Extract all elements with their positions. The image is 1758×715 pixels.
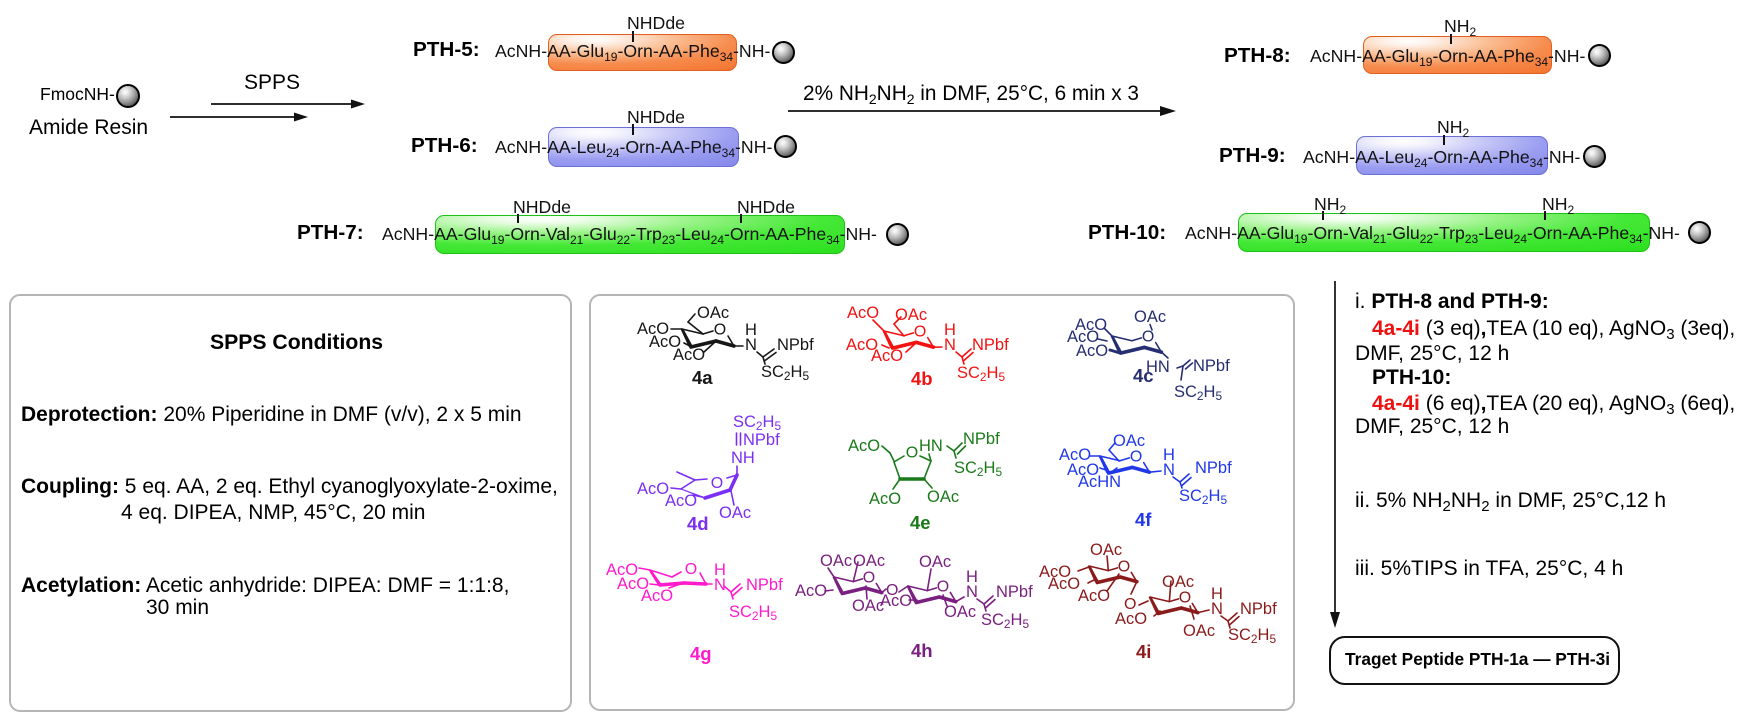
svg-text:OAc: OAc	[1113, 432, 1145, 450]
svg-text:SC2H5: SC2H5	[761, 363, 809, 383]
svg-text:AcO: AcO	[871, 347, 903, 365]
svg-text:O: O	[714, 322, 726, 339]
svg-text:NPbf: NPbf	[972, 336, 1009, 354]
svg-text:SC2H5: SC2H5	[954, 459, 1002, 479]
svg-text:H: H	[944, 321, 956, 339]
svg-text:OAc: OAc	[852, 597, 884, 615]
svg-text:OAc: OAc	[719, 504, 751, 522]
svg-text:SC2H5: SC2H5	[1179, 487, 1227, 507]
svg-text:H: H	[1163, 446, 1175, 464]
svg-text:O: O	[1118, 559, 1130, 576]
svg-text:HN: HN	[1146, 358, 1170, 376]
svg-text:OAc: OAc	[697, 304, 729, 322]
svg-text:NPbf: NPbf	[777, 336, 814, 354]
svg-text:SC2H5: SC2H5	[1174, 383, 1222, 403]
svg-text:H: H	[966, 568, 978, 586]
svg-text:N: N	[944, 336, 956, 354]
svg-text:NPbf: NPbf	[963, 430, 1000, 448]
svg-text:O: O	[685, 561, 697, 578]
svg-text:AcO: AcO	[1078, 587, 1110, 605]
svg-text:SC2H5: SC2H5	[981, 611, 1029, 631]
svg-text:AcO: AcO	[665, 492, 697, 510]
svg-text:AcO: AcO	[641, 587, 673, 605]
svg-text:AcO: AcO	[1039, 563, 1071, 581]
svg-text:4b: 4b	[911, 368, 933, 389]
svg-text:NPbf: NPbf	[746, 576, 783, 594]
svg-text:O: O	[711, 475, 723, 492]
svg-text:AcO: AcO	[617, 575, 649, 593]
svg-text:AcO: AcO	[1067, 461, 1099, 479]
svg-text:O: O	[1124, 596, 1136, 613]
svg-text:OAc: OAc	[1134, 308, 1166, 326]
svg-text:O: O	[1130, 449, 1142, 466]
svg-text:NH: NH	[731, 449, 755, 467]
svg-text:OAc: OAc	[1162, 573, 1194, 591]
svg-text:4g: 4g	[690, 643, 712, 664]
svg-text:OAc: OAc	[895, 306, 927, 324]
svg-text:OAc: OAc	[927, 488, 959, 506]
svg-text:NPbf: NPbf	[996, 583, 1033, 601]
svg-text:N: N	[745, 336, 757, 354]
svg-text:AcO: AcO	[795, 582, 827, 600]
svg-text:AcO: AcO	[637, 320, 669, 338]
svg-text:O: O	[906, 445, 918, 462]
svg-text:N: N	[966, 583, 978, 601]
svg-text:AcO: AcO	[869, 490, 901, 508]
svg-text:N: N	[714, 576, 726, 594]
svg-text:AcO: AcO	[846, 336, 878, 354]
svg-text:AcO: AcO	[1059, 446, 1091, 464]
svg-text:AcO: AcO	[1048, 575, 1080, 593]
svg-text:HN: HN	[919, 437, 943, 455]
svg-text:AcO: AcO	[1067, 328, 1099, 346]
svg-text:H: H	[1211, 585, 1223, 603]
svg-text:OAc: OAc	[919, 553, 951, 571]
svg-text:OAc: OAc	[853, 552, 885, 570]
svg-text:SC2H5: SC2H5	[733, 413, 781, 433]
svg-text:O: O	[914, 324, 926, 341]
svg-text:AcO: AcO	[1076, 342, 1108, 360]
svg-text:4a: 4a	[692, 367, 713, 388]
svg-text:AcO: AcO	[1075, 316, 1107, 334]
svg-text:NPbf: NPbf	[1193, 357, 1230, 375]
svg-text:SC2H5: SC2H5	[729, 603, 777, 623]
svg-text:O: O	[1142, 329, 1154, 346]
svg-text:O: O	[937, 579, 949, 596]
svg-text:OAc: OAc	[820, 552, 852, 570]
svg-text:NPbf: NPbf	[1240, 600, 1277, 618]
svg-text:NPbf: NPbf	[1195, 459, 1232, 477]
svg-text:NPbf: NPbf	[743, 431, 780, 449]
svg-text:4c: 4c	[1133, 365, 1154, 386]
svg-text:SC2H5: SC2H5	[1228, 626, 1276, 646]
svg-text:H: H	[745, 321, 757, 339]
svg-text:OAc: OAc	[944, 603, 976, 621]
svg-text:N: N	[1211, 600, 1223, 618]
svg-text:O: O	[1179, 590, 1191, 607]
svg-text:AcO: AcO	[1115, 610, 1147, 628]
svg-text:AcO: AcO	[880, 592, 912, 610]
svg-text:SC2H5: SC2H5	[957, 364, 1005, 384]
svg-text:4e: 4e	[910, 512, 931, 533]
svg-text:AcO: AcO	[637, 480, 669, 498]
svg-text:AcO: AcO	[847, 304, 879, 322]
svg-text:AcHN: AcHN	[1078, 473, 1121, 491]
svg-text:OAc: OAc	[1183, 622, 1215, 640]
svg-text:AcO: AcO	[606, 561, 638, 579]
svg-text:O: O	[886, 582, 898, 599]
svg-text:AcO: AcO	[649, 333, 681, 351]
svg-text:N: N	[1163, 461, 1175, 479]
svg-text:4i: 4i	[1136, 641, 1151, 662]
svg-text:H: H	[714, 561, 726, 579]
svg-text:AcO: AcO	[673, 346, 705, 364]
svg-text:AcO: AcO	[848, 437, 880, 455]
svg-text:O: O	[863, 570, 875, 587]
svg-text:OAc: OAc	[1090, 541, 1122, 559]
svg-text:4d: 4d	[687, 513, 709, 534]
svg-text:4h: 4h	[911, 640, 933, 661]
svg-text:4f: 4f	[1135, 509, 1152, 530]
